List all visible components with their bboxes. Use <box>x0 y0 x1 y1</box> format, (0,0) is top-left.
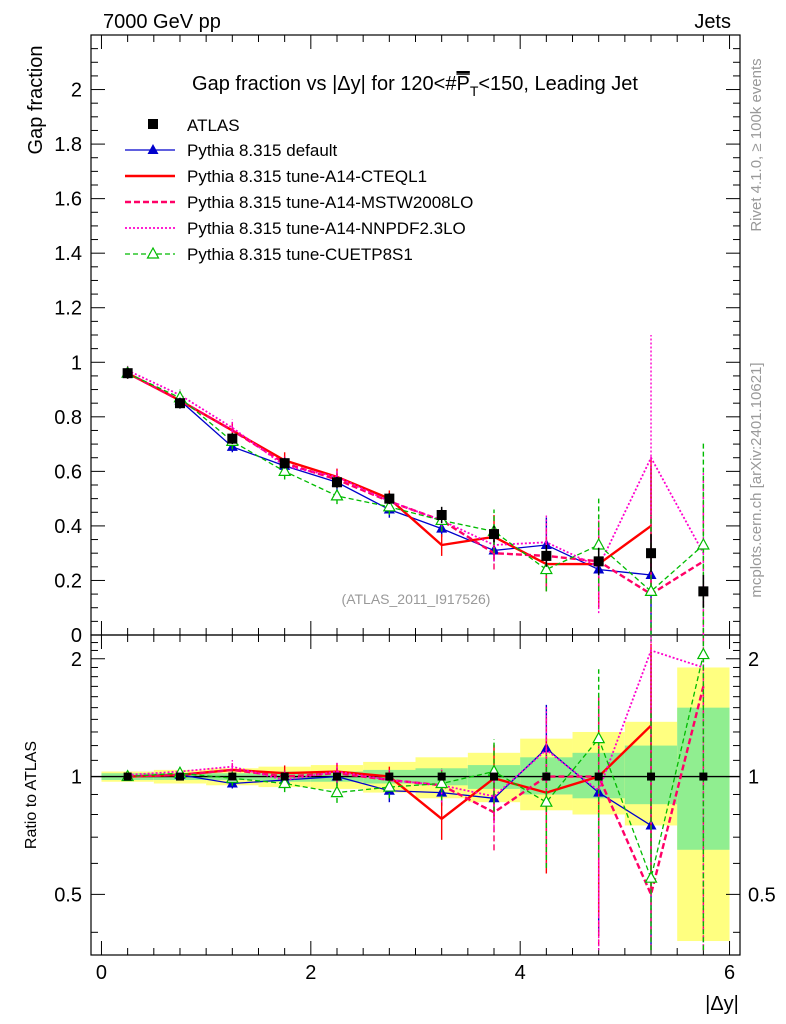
atlas-ratio-point <box>385 772 394 781</box>
atlas-ratio-point <box>280 772 289 781</box>
y-axis-label: Gap fraction <box>25 46 47 155</box>
atlas-point <box>331 477 342 488</box>
ratio-tick-label-left: 0.5 <box>54 884 82 906</box>
ratio-tick-label-right: 0.5 <box>748 884 776 906</box>
atlas-point <box>698 586 709 597</box>
series-5-ratio-point <box>382 779 396 792</box>
header-left: 7000 GeV pp <box>103 11 221 33</box>
ratio-tick-label-right: 2 <box>748 649 759 671</box>
x-tick-labels: 0 2 4 6 <box>96 962 735 984</box>
atlas-point <box>227 433 238 444</box>
series-5-ratio-point <box>592 731 606 744</box>
atlas-point <box>541 550 552 561</box>
series-4-ratio-line <box>127 649 704 798</box>
series-1-line <box>127 372 652 576</box>
legend-series-1-label: Pythia 8.315 default <box>187 141 338 160</box>
atlas-point <box>489 529 500 540</box>
series-5-ratio-point <box>435 776 449 789</box>
x-tick-label: 4 <box>515 962 526 984</box>
series-5-ratio-point <box>644 870 658 883</box>
series-5-line <box>127 372 704 593</box>
atlas-point <box>279 458 290 469</box>
atlas-ratio-point <box>699 772 708 781</box>
series-5-ratio-point <box>330 785 344 798</box>
atlas-ratio-point <box>594 772 603 781</box>
series-3-line <box>127 372 704 596</box>
atlas-ratio-point <box>437 772 446 781</box>
atlas-ratio-point <box>647 772 656 781</box>
series-5-point <box>696 537 710 550</box>
mcplots-label: mcplots.cern.ch [arXiv:2401.10621] <box>748 362 765 597</box>
y-tick-label: 0.4 <box>54 516 82 538</box>
y-tick-labels: 0 0.2 0.4 0.6 0.8 1 1.2 1.4 1.6 1.8 2 <box>54 80 82 647</box>
legend: ATLAS Pythia 8.315 default Pythia 8.315 tu… <box>125 116 473 264</box>
series-5-point <box>644 584 658 596</box>
series-5-ratio-line <box>127 654 704 881</box>
atlas-data-points <box>122 367 709 608</box>
series-4-line <box>127 369 705 569</box>
legend-series-1-marker <box>147 144 159 154</box>
ratio-tick-label-left: 2 <box>71 649 82 671</box>
x-tick-label: 6 <box>724 962 735 984</box>
series-5-ratio-point <box>278 776 292 789</box>
atlas-ratio-point <box>490 772 499 781</box>
series-5-point <box>539 562 553 575</box>
series-3-ratio-line <box>127 686 705 899</box>
atlas-point <box>122 368 133 379</box>
chart-title: Gap fraction vs |Δy| for 120<#PT<150, Le… <box>192 73 638 99</box>
y-tick-label: 1.4 <box>54 243 82 265</box>
legend-atlas-marker <box>148 119 158 129</box>
y-tick-label: 2 <box>71 80 82 102</box>
legend-series-5-marker <box>146 246 160 259</box>
ratio-tick-labels: 0.5 0.5 1 1 2 2 <box>54 649 776 907</box>
header-right: Jets <box>694 11 731 33</box>
ratio-uncertainty-bands <box>101 667 730 942</box>
atlas-ratio-point <box>175 772 184 781</box>
series-5-point <box>330 488 344 501</box>
y-tick-label: 1 <box>71 352 82 374</box>
y-tick-label: 1.6 <box>54 189 82 211</box>
series-5-ratio-point <box>696 647 710 660</box>
atlas-ratio-points <box>123 772 708 781</box>
series-5-ratio-point <box>539 794 553 807</box>
x-axis-label: |Δy| <box>705 993 739 1015</box>
legend-series-2-label: Pythia 8.315 tune-A14-CTEQL1 <box>187 167 427 186</box>
atlas-point <box>646 548 657 559</box>
atlas-ratio-point <box>123 772 132 781</box>
main-series-layer <box>121 335 710 635</box>
y-tick-label: 0.8 <box>54 407 82 429</box>
ratio-tick-label-right: 1 <box>748 767 759 789</box>
series-2-line <box>127 372 652 566</box>
legend-series-5-label: Pythia 8.315 tune-CUETP8S1 <box>187 245 413 264</box>
atlas-point <box>593 556 604 567</box>
x-tick-label: 2 <box>305 962 316 984</box>
atlas-ratio-point <box>228 772 237 781</box>
axis-ticks <box>91 34 740 955</box>
atlas-ratio-point <box>542 772 551 781</box>
y-tick-label: 0.6 <box>54 461 82 483</box>
analysis-watermark: (ATLAS_2011_I917526) <box>342 591 491 607</box>
series-5-point <box>278 464 292 476</box>
y-tick-label: 0.2 <box>54 570 82 592</box>
series-5-point <box>382 499 396 512</box>
ratio-tick-label-left: 1 <box>71 767 82 789</box>
series-5-point <box>592 537 606 550</box>
legend-atlas-label: ATLAS <box>187 116 240 135</box>
y-tick-label: 0 <box>71 625 82 647</box>
atlas-point <box>384 493 395 504</box>
atlas-point <box>174 398 185 409</box>
y-tick-label: 1.8 <box>54 134 82 156</box>
legend-series-4-label: Pythia 8.315 tune-A14-NNPDF2.3LO <box>187 219 466 238</box>
ratio-axis-label: Ratio to ATLAS <box>23 741 40 849</box>
atlas-point <box>436 510 447 520</box>
rivet-version-label: Rivet 4.1.0, ≥ 100k events <box>748 58 765 231</box>
x-tick-label: 0 <box>96 962 107 984</box>
y-tick-label: 1.2 <box>54 298 82 320</box>
legend-series-3-label: Pythia 8.315 tune-A14-MSTW2008LO <box>187 193 473 212</box>
atlas-ratio-point <box>332 772 341 781</box>
